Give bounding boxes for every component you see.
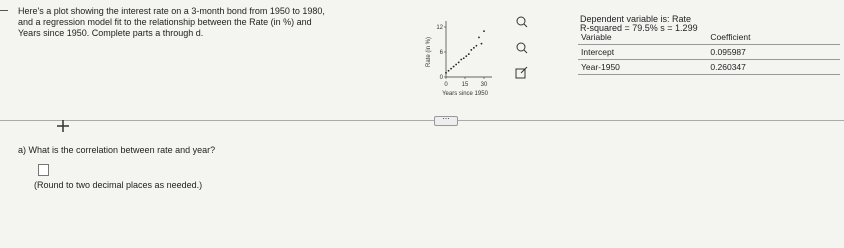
point <box>483 30 485 33</box>
point <box>467 53 470 55</box>
y-tick-label: 0 <box>440 75 444 81</box>
point <box>470 49 473 51</box>
expand-button[interactable]: ⋯ <box>434 116 458 126</box>
point <box>447 69 450 72</box>
cell: Intercept <box>578 44 708 60</box>
regression-table: Variable Coefficient Intercept 0.095987 Ye… <box>578 30 840 75</box>
zoom-out-button[interactable] <box>516 42 528 54</box>
intro-line: Here's a plot showing the interest rate … <box>18 6 325 16</box>
point <box>475 44 478 47</box>
point <box>462 57 465 60</box>
cell: 0.260347 <box>707 59 840 75</box>
question: a) What is the correlation between rate … <box>18 145 216 155</box>
open-window-button[interactable] <box>515 66 528 79</box>
point <box>452 65 455 68</box>
column-header: Coefficient <box>707 30 840 45</box>
intro-line: and a regression model fit to the relati… <box>18 17 312 27</box>
divider <box>0 120 844 121</box>
hint: (Round to two decimal places as needed.) <box>34 180 203 190</box>
point <box>450 67 452 70</box>
y-tick-label: 6 <box>440 50 444 56</box>
plot-tools <box>515 16 528 79</box>
table-subtitle: R-squared = 79.5% s = 1.299 <box>580 23 698 33</box>
table-title: Dependent variable is: Rate <box>580 14 692 24</box>
cursor <box>57 120 69 132</box>
answer-input[interactable] <box>38 164 49 176</box>
x-axis-label: Years since 1950 <box>442 91 488 97</box>
zoom-in-button[interactable] <box>516 16 528 28</box>
cell: 0.095987 <box>707 44 840 60</box>
edge-mark <box>0 10 8 11</box>
column-header: Variable <box>578 30 708 45</box>
point <box>472 46 475 49</box>
intro-line: Years since 1950. Complete parts a throu… <box>18 28 204 38</box>
point <box>445 71 447 74</box>
scatter-plot: 0 6 12 0 15 30 Years since 1950 Rate (in %) <box>426 21 492 97</box>
cell: Year-1950 <box>578 59 708 75</box>
point <box>465 55 468 58</box>
point <box>478 36 480 39</box>
point <box>455 63 458 66</box>
point <box>460 58 463 61</box>
point <box>457 61 460 64</box>
y-axis-label: Rate (in %) <box>426 37 432 67</box>
x-tick-label: 15 <box>462 82 469 88</box>
x-tick-label: 30 <box>481 82 488 88</box>
y-tick-label: 12 <box>436 25 443 31</box>
point <box>480 42 483 45</box>
x-tick-label: 0 <box>444 82 448 88</box>
